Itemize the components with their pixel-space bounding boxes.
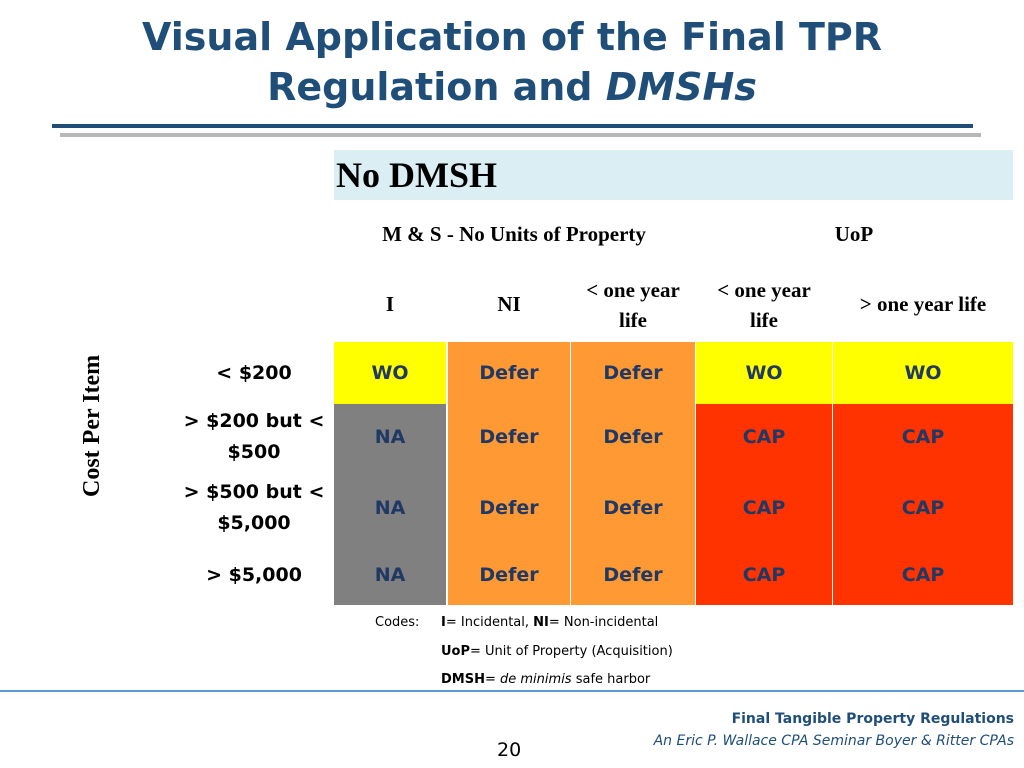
cell-r2-c3: CAP: [696, 470, 832, 545]
cell-r3-c2: Defer: [571, 545, 695, 605]
cell-r2-c2: Defer: [571, 470, 695, 545]
codes-line-dmsh: DMSH= de minimis safe harbor: [441, 672, 650, 688]
code-uop-key: UoP: [441, 644, 471, 659]
row-label-over-5000: > $5,000: [170, 545, 338, 605]
cell-r1-c2: Defer: [571, 404, 695, 470]
cell-r0-c4: WO: [833, 342, 1013, 404]
cell-r0-c1: Defer: [448, 342, 570, 404]
title-line-2-italic: DMSHs: [605, 65, 757, 109]
cell-r3-c0: NA: [334, 545, 446, 605]
cell-r0-c0: WO: [334, 342, 446, 404]
title-rule-light: [60, 133, 981, 137]
codes-line-uop: UoP= Unit of Property (Acquisition): [441, 644, 673, 660]
code-i-def: = Incidental,: [445, 615, 534, 630]
cell-r2-c1: Defer: [448, 470, 570, 545]
column-header-lt1-b-line2: life: [750, 308, 778, 332]
footer-rule: [0, 690, 1024, 692]
title-rule-dark: [52, 124, 973, 128]
row-label-line1: < $200: [216, 361, 292, 384]
cell-r1-c3: CAP: [696, 404, 832, 470]
row-label-line2: $5,000: [217, 511, 291, 534]
row-label-line1: > $5,000: [206, 563, 302, 586]
cell-r2-c0: NA: [334, 470, 446, 545]
slide-title: Visual Application of the Final TPR Regu…: [0, 12, 1024, 112]
page-number: 20: [497, 739, 522, 761]
codes-line-incidental: I= Incidental, NI= Non-incidental: [441, 615, 658, 631]
row-label-500-5000: > $500 but < $5,000: [170, 470, 338, 545]
code-dmsh-eq: =: [484, 672, 501, 687]
title-line-1: Visual Application of the Final TPR: [142, 15, 882, 59]
title-line-2-plain: Regulation and: [267, 65, 606, 109]
footer-title: Final Tangible Property Regulations: [731, 711, 1014, 727]
cell-r1-c4: CAP: [833, 404, 1013, 470]
column-header-lt1-b: < one year life: [696, 275, 832, 335]
code-ni-def: = Non-incidental: [548, 615, 659, 630]
code-dmsh-italic: de minimis: [500, 672, 572, 687]
footer-subtitle: An Eric P. Wallace CPA Seminar Boyer & R…: [653, 733, 1014, 749]
cell-r2-c4: CAP: [833, 470, 1013, 545]
code-dmsh-rest: safe harbor: [571, 672, 651, 687]
column-header-ni: NI: [497, 292, 521, 316]
cell-r0-c2: Defer: [571, 342, 695, 404]
row-label-line1: > $500 but <: [183, 480, 325, 503]
banner-text: No DMSH: [336, 155, 497, 195]
cell-r3-c3: CAP: [696, 545, 832, 605]
cell-r1-c1: Defer: [448, 404, 570, 470]
column-header-i: I: [385, 292, 395, 316]
no-dmsh-banner: No DMSH: [334, 150, 1013, 200]
title-line-2: Regulation and DMSHs: [0, 62, 1024, 112]
codes-label: Codes:: [375, 615, 420, 630]
code-dmsh-key: DMSH: [441, 672, 485, 687]
cell-r1-c0: NA: [334, 404, 446, 470]
column-header-lt1-a: < one year life: [571, 275, 695, 335]
row-label-under-200: < $200: [170, 342, 338, 404]
column-header-gt1: > one year life: [859, 292, 987, 316]
header-uop: UoP: [834, 222, 874, 246]
column-header-lt1-a-line2: life: [619, 308, 647, 332]
column-header-lt1-a-line1: < one year: [586, 278, 680, 302]
side-label-text: Cost Per Item: [79, 354, 105, 497]
cell-r0-c3: WO: [696, 342, 832, 404]
cell-r3-c1: Defer: [448, 545, 570, 605]
header-ms-no-uop: M & S - No Units of Property: [382, 222, 646, 246]
column-header-lt1-b-line1: < one year: [717, 278, 811, 302]
cell-r3-c4: CAP: [833, 545, 1013, 605]
code-ni-key: NI: [533, 615, 549, 630]
code-uop-def: = Unit of Property (Acquisition): [470, 644, 673, 659]
row-label-line1: > $200 but <: [183, 410, 325, 432]
code-i-key: I: [441, 615, 446, 630]
row-label-line2: $500: [227, 441, 281, 463]
row-label-200-500: > $200 but < $500: [170, 404, 338, 470]
